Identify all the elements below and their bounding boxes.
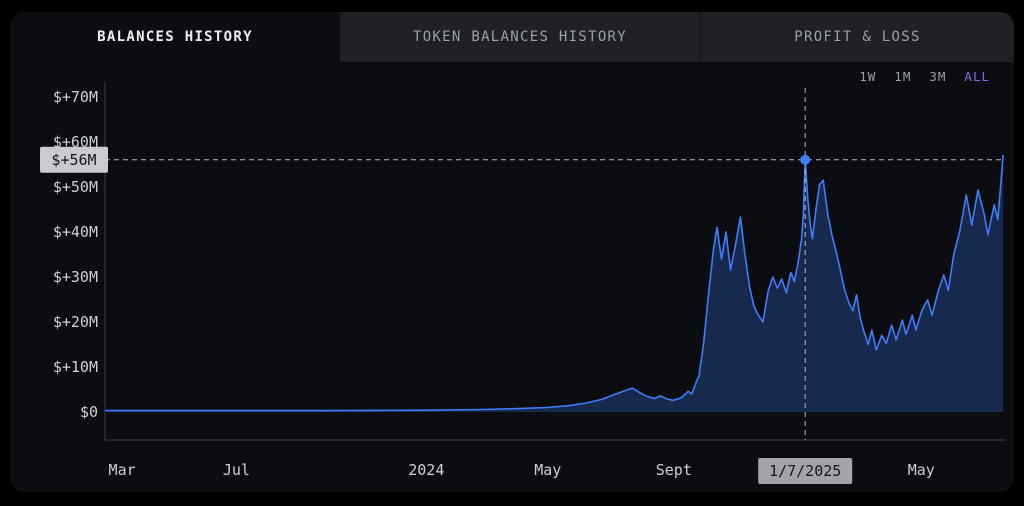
tab-token-balances-history[interactable]: TOKEN BALANCES HISTORY <box>340 12 700 62</box>
range-all-button[interactable]: ALL <box>964 69 990 84</box>
crosshair-date-label <box>758 458 853 484</box>
balance-area <box>105 154 1004 412</box>
crosshair-value-text: $+56M <box>51 151 96 169</box>
x-tick-label: Mar <box>109 461 136 479</box>
crosshair-date-text: 1/7/2025 <box>769 462 841 480</box>
y-tick-label: $+40M <box>53 223 98 241</box>
y-tick-label: $0 <box>80 403 98 421</box>
range-1m-button[interactable]: 1M <box>894 69 912 84</box>
balances-history-chart[interactable]: $+70M $+60M $+50M $+40M $+30M $+20M $+10M $0 Mar… <box>10 12 1014 492</box>
x-tick-label: Jul <box>223 461 250 479</box>
y-tick-label: $+30M <box>53 268 98 286</box>
tab-profit-loss[interactable]: PROFIT & LOSS <box>700 12 1014 62</box>
tab-balances-history[interactable]: BALANCES HISTORY <box>97 29 253 45</box>
balances-panel: BALANCES HISTORY TOKEN BALANCES HISTORY … <box>10 12 1014 492</box>
range-3m-button[interactable]: 3M <box>929 69 947 84</box>
time-range-selector: 1W 1M 3M ALL <box>859 69 990 84</box>
x-tick-label: May <box>908 461 935 479</box>
y-tick-label: $+10M <box>53 358 98 376</box>
range-1w-button[interactable]: 1W <box>859 69 877 84</box>
crosshair-dot <box>800 154 811 165</box>
y-tick-label: $+60M <box>53 133 98 151</box>
tab-bar: BALANCES HISTORY TOKEN BALANCES HISTORY … <box>10 12 1014 62</box>
y-tick-label: $+70M <box>53 88 98 106</box>
crosshair-value-label <box>40 146 108 173</box>
y-tick-label: $+50M <box>53 178 98 196</box>
x-tick-label: Sept <box>656 461 692 479</box>
balance-line <box>105 154 1004 412</box>
x-tick-label: 2024 <box>408 461 444 479</box>
y-tick-label: $+20M <box>53 313 98 331</box>
x-tick-label: May <box>534 461 561 479</box>
